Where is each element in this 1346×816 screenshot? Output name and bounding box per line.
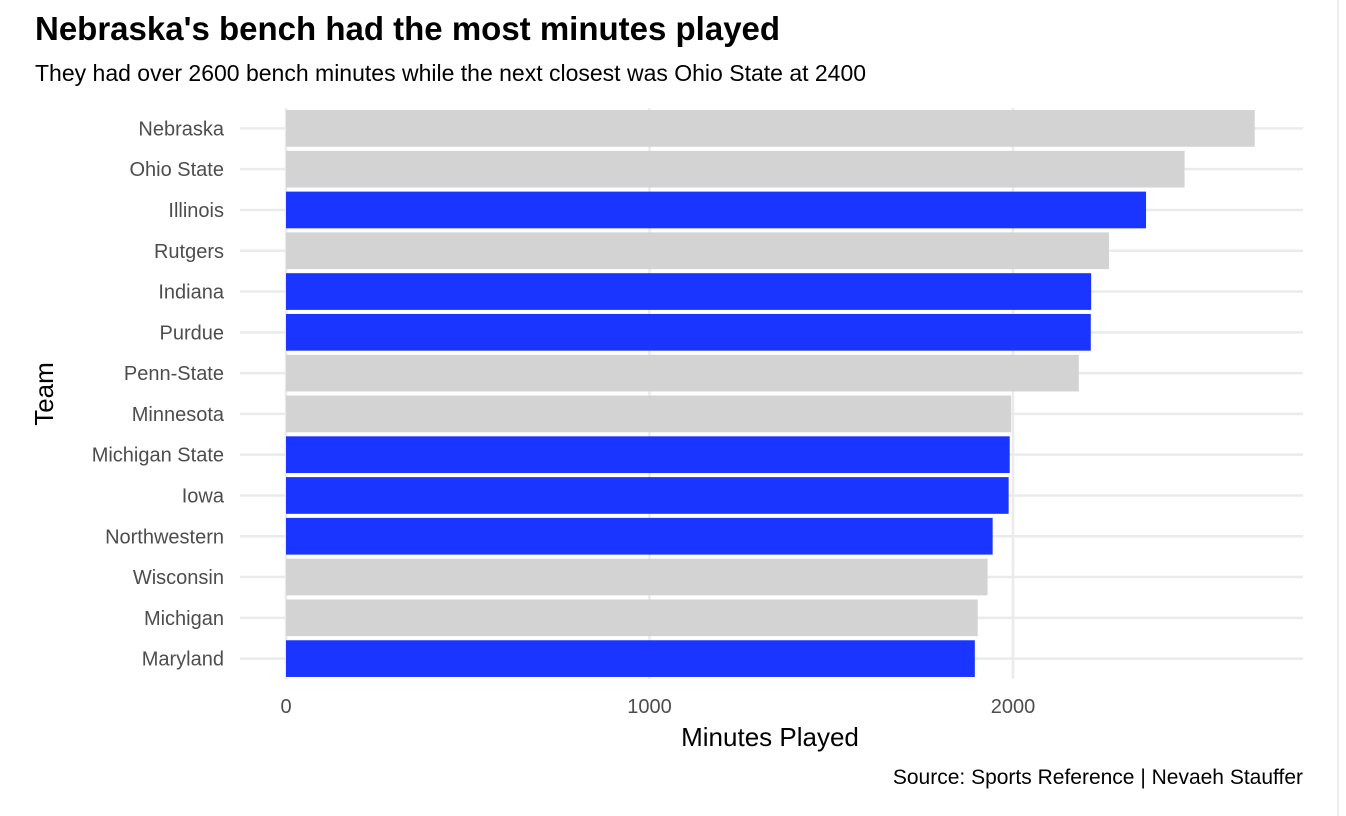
x-tick-label: 1000 xyxy=(627,696,672,718)
bar xyxy=(286,436,1010,474)
bar xyxy=(286,640,975,677)
bar xyxy=(286,477,1009,514)
bar xyxy=(286,313,1091,351)
y-tick-label: Michigan State xyxy=(92,445,224,467)
y-tick-label: Minnesota xyxy=(132,404,225,426)
chart-subtitle: They had over 2600 bench minutes while t… xyxy=(35,60,867,86)
y-tick-label: Ohio State xyxy=(129,159,224,181)
bar xyxy=(286,395,1012,433)
bars-layer xyxy=(286,110,1255,677)
y-tick-label: Maryland xyxy=(142,649,224,671)
y-axis-title: Team xyxy=(29,362,59,426)
y-tick-labels: Nebraska Ohio State Illinois Rutgers Indiana… xyxy=(92,118,225,670)
x-tick-label: 2000 xyxy=(991,696,1036,718)
y-tick-label: Penn-State xyxy=(124,363,224,385)
x-axis-title: Minutes Played xyxy=(681,722,859,752)
x-tick-labels: 0 1000 2000 xyxy=(280,696,1035,718)
y-tick-label: Northwestern xyxy=(105,526,224,548)
bar xyxy=(286,558,988,596)
x-tick-label: 0 xyxy=(280,696,291,718)
right-border xyxy=(1337,0,1339,816)
y-tick-label: Purdue xyxy=(160,322,225,344)
chart-title: Nebraska's bench had the most minutes pl… xyxy=(35,10,781,47)
y-tick-label: Rutgers xyxy=(154,241,224,263)
bar xyxy=(286,191,1147,229)
y-tick-label: Indiana xyxy=(158,282,224,304)
bar xyxy=(286,150,1185,188)
bar xyxy=(286,599,978,637)
bar xyxy=(286,110,1255,147)
y-tick-label: Nebraska xyxy=(138,118,224,140)
y-tick-label: Michigan xyxy=(144,608,224,630)
bar xyxy=(286,354,1079,392)
bar xyxy=(286,273,1092,310)
y-tick-label: Illinois xyxy=(168,200,224,222)
y-tick-label: Iowa xyxy=(182,485,225,507)
chart-caption: Source: Sports Reference | Nevaeh Stauff… xyxy=(893,766,1303,789)
y-tick-label: Wisconsin xyxy=(133,567,224,589)
bar xyxy=(286,517,993,555)
bar xyxy=(286,232,1109,270)
